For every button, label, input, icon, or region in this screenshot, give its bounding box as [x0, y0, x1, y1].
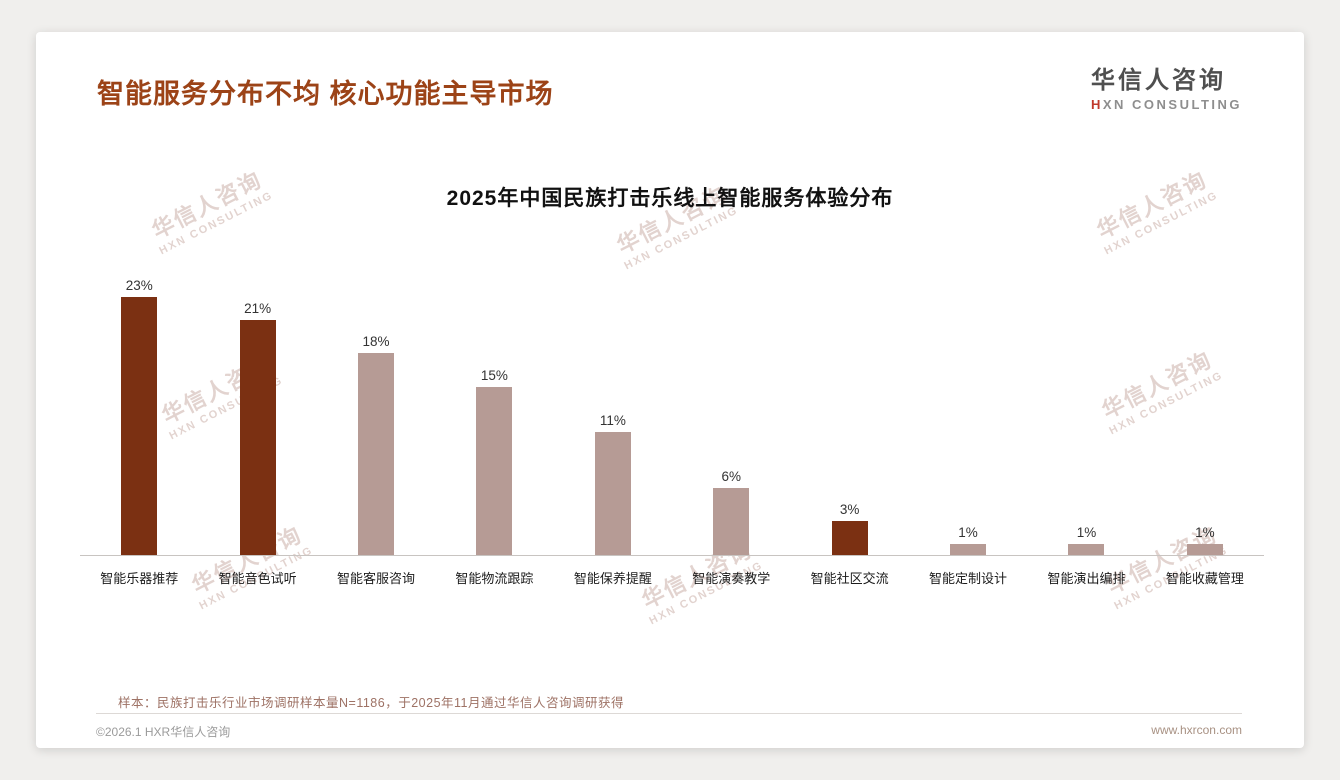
category-label: 智能演奏教学 [692, 571, 771, 586]
bar-value-label: 3% [839, 502, 860, 517]
bar-column-4: 15% [435, 368, 553, 555]
category-label: 智能收藏管理 [1165, 571, 1244, 586]
bar-column-7: 3% [790, 502, 908, 555]
x-axis-line [80, 555, 1264, 556]
bar-7 [831, 521, 868, 555]
card-footer: ©2026.1 HXR华信人咨询 www.hxrcon.com [96, 713, 1242, 740]
bar-value-label: 18% [362, 334, 390, 349]
bar-value-label: 1% [1195, 525, 1215, 540]
bar-column-2: 21% [198, 301, 316, 555]
company-logo: 华信人咨询 HXN CONSULTING [1091, 60, 1242, 112]
sample-note: 样本：民族打击乐行业市场调研样本量N=1186，于2025年11月通过华信人咨询… [118, 696, 624, 710]
bar-value-label: 6% [721, 469, 741, 484]
logo-accent-letter: H [1090, 97, 1103, 112]
bar-3 [358, 353, 395, 555]
chart-title: 2025年中国民族打击乐线上智能服务体验分布 [446, 187, 894, 210]
bar-5 [594, 432, 631, 555]
bar-value-label: 15% [480, 368, 508, 383]
chart-categories: 智能乐器推荐 智能音色试听 智能客服咨询 智能物流跟踪 智能保养提醒 智能演奏教学 智能社区… [80, 568, 1264, 587]
bar-value-label: 21% [244, 301, 272, 316]
bar-column-9: 1% [1027, 525, 1145, 555]
logo-chinese-name: 华信人咨询 [1090, 67, 1226, 94]
logo-english-name: HXN CONSULTING [1091, 97, 1242, 112]
bar-column-1: 23% [80, 278, 198, 555]
website-text: www.hxrcon.com [1151, 723, 1242, 737]
bar-9 [1068, 544, 1105, 555]
bar-value-label: 1% [958, 525, 978, 540]
bar-column-10: 1% [1146, 525, 1264, 555]
category-label: 智能定制设计 [929, 571, 1008, 586]
bar-1 [121, 297, 158, 555]
slide-card: 华信人咨询 HXN CONSULTING 华信人咨询 HXN CONSULTING 华信… [36, 32, 1304, 748]
bar-value-label: 23% [125, 278, 153, 293]
category-label: 智能社区交流 [810, 571, 889, 586]
bar-2 [239, 320, 276, 555]
category-label: 智能物流跟踪 [455, 571, 534, 586]
category-label: 智能音色试听 [218, 571, 297, 586]
category-label: 智能保养提醒 [573, 571, 652, 586]
bar-column-3: 18% [317, 334, 435, 555]
category-label: 智能乐器推荐 [100, 571, 179, 586]
bar-column-6: 6% [672, 469, 790, 555]
bar-column-5: 11% [554, 413, 672, 555]
page-title: 智能服务分布不均 核心功能主导市场 [97, 79, 554, 109]
chart-plot: 23% 21% 18% 15% 11% 6% 3% 1% 1% 1% [80, 255, 1264, 555]
category-label: 智能客服咨询 [337, 571, 416, 586]
bar-4 [476, 387, 513, 555]
bar-column-8: 1% [909, 525, 1027, 555]
logo-rest-letters: XN CONSULTING [1102, 97, 1242, 112]
bar-8 [950, 544, 987, 555]
bar-value-label: 1% [1076, 525, 1097, 540]
bar-value-label: 11% [599, 413, 626, 428]
bar-10 [1186, 544, 1223, 555]
copyright-text: ©2026.1 HXR华信人咨询 [96, 725, 231, 739]
bar-6 [713, 488, 750, 555]
category-label: 智能演出编排 [1047, 571, 1126, 586]
